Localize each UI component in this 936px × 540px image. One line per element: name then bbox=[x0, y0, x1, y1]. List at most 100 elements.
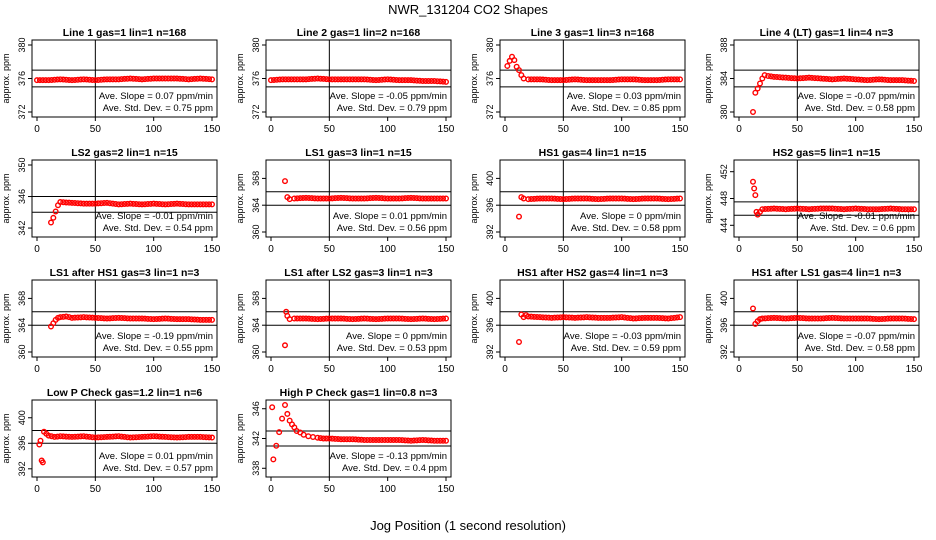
data-point bbox=[179, 316, 186, 323]
panel-5: LS2 gas=2 lin=1 n=15 0 50 100 150 342 346 350 ap… bbox=[1, 147, 221, 255]
data-point bbox=[387, 76, 394, 83]
data-point bbox=[405, 316, 412, 323]
data-point bbox=[537, 195, 544, 202]
x-tick-label: 150 bbox=[438, 484, 455, 495]
data-point bbox=[899, 206, 906, 213]
data-point bbox=[396, 195, 403, 202]
data-point bbox=[106, 433, 113, 440]
data-point bbox=[639, 195, 646, 202]
data-point bbox=[410, 77, 417, 84]
data-point bbox=[410, 316, 417, 323]
panel-title: HS1 after LS1 gas=4 lin=1 n=3 bbox=[752, 267, 902, 279]
data-point bbox=[884, 76, 891, 83]
y-tick-label: 400 bbox=[485, 291, 495, 306]
data-point bbox=[346, 316, 353, 323]
data-point bbox=[74, 200, 81, 207]
data-point bbox=[639, 314, 646, 321]
data-point bbox=[881, 315, 888, 322]
data-point bbox=[653, 314, 660, 321]
data-point bbox=[191, 316, 198, 323]
data-point bbox=[352, 316, 359, 323]
data-point bbox=[54, 76, 61, 83]
data-point bbox=[782, 206, 789, 213]
y-axis-label: approx. ppm bbox=[703, 53, 713, 103]
data-point bbox=[870, 315, 877, 322]
data-point bbox=[200, 201, 207, 208]
x-tick-label: 50 bbox=[90, 364, 102, 375]
data-point bbox=[308, 75, 315, 82]
data-point bbox=[416, 315, 423, 322]
data-point bbox=[408, 437, 415, 444]
data-point bbox=[800, 75, 807, 82]
data-point bbox=[419, 315, 426, 322]
data-point bbox=[63, 199, 70, 206]
y-axis-label: approx. ppm bbox=[1, 53, 11, 103]
data-point bbox=[437, 315, 444, 322]
data-point bbox=[270, 76, 277, 83]
data-point bbox=[779, 315, 786, 322]
data-point bbox=[42, 77, 49, 84]
data-point bbox=[112, 201, 119, 208]
data-point bbox=[416, 437, 423, 444]
data-point bbox=[642, 195, 649, 202]
data-point bbox=[443, 437, 450, 444]
data-point bbox=[300, 194, 307, 201]
plot-frame bbox=[31, 159, 218, 238]
data-point bbox=[662, 315, 669, 322]
data-point bbox=[51, 76, 58, 83]
data-point bbox=[188, 76, 195, 83]
data-point bbox=[425, 195, 432, 202]
data-point bbox=[197, 433, 204, 440]
data-point bbox=[60, 313, 67, 320]
data-point bbox=[168, 201, 175, 208]
data-point bbox=[542, 314, 549, 321]
data-point bbox=[165, 315, 172, 322]
data-point bbox=[311, 195, 318, 202]
data-point bbox=[294, 195, 301, 202]
data-point bbox=[346, 195, 353, 202]
data-point bbox=[335, 76, 342, 83]
data-point bbox=[83, 76, 90, 83]
data-point bbox=[89, 76, 96, 83]
plot-frame bbox=[499, 279, 686, 358]
data-point bbox=[162, 433, 169, 440]
data-point bbox=[144, 433, 151, 440]
data-point bbox=[310, 434, 317, 441]
data-point bbox=[858, 315, 865, 322]
panel-1: Line 1 gas=1 lin=1 n=168 0 50 100 150 372 376 3… bbox=[1, 27, 221, 135]
data-point bbox=[390, 315, 397, 322]
panel-7: HS1 gas=4 lin=1 n=15 0 50 100 150 392 396 400 ap… bbox=[469, 147, 689, 255]
data-point bbox=[103, 315, 110, 322]
data-point bbox=[419, 436, 426, 443]
slope-annotation: Ave. Slope = -0.13 ppm/min bbox=[330, 451, 447, 462]
data-point bbox=[440, 78, 447, 85]
data-point bbox=[98, 434, 105, 441]
data-point bbox=[63, 313, 70, 320]
y-tick-label: 384 bbox=[719, 71, 729, 86]
data-point bbox=[121, 315, 128, 322]
data-point bbox=[668, 76, 675, 83]
data-point bbox=[197, 201, 204, 208]
slope-annotation: Ave. Slope = -0.01 ppm/min bbox=[798, 211, 915, 222]
data-point bbox=[434, 195, 441, 202]
data-point bbox=[133, 75, 140, 82]
data-point bbox=[627, 76, 634, 83]
data-point bbox=[557, 196, 564, 203]
data-point bbox=[381, 195, 388, 202]
data-point bbox=[647, 314, 654, 321]
data-point bbox=[68, 314, 75, 321]
data-point bbox=[846, 315, 853, 322]
data-point bbox=[580, 76, 587, 83]
data-point bbox=[761, 72, 768, 79]
data-point bbox=[534, 195, 541, 202]
data-point bbox=[644, 77, 651, 84]
data-point bbox=[826, 314, 833, 321]
y-tick-label: 396 bbox=[17, 436, 27, 451]
data-point bbox=[393, 315, 400, 322]
data-point bbox=[390, 76, 397, 83]
data-point bbox=[63, 76, 70, 83]
data-point bbox=[300, 315, 307, 322]
data-point bbox=[159, 433, 166, 440]
data-point bbox=[150, 75, 157, 82]
data-point bbox=[905, 77, 912, 84]
